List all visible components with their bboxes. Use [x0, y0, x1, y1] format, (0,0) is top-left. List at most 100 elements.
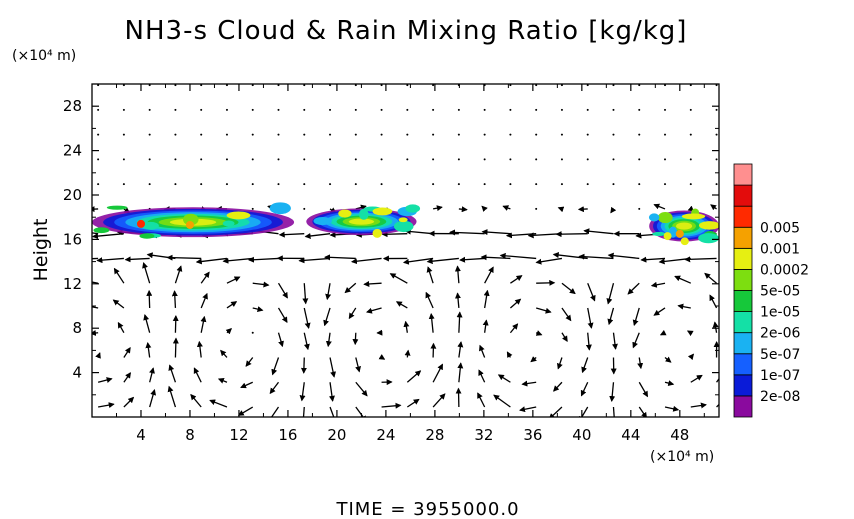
wind-vector	[146, 289, 153, 308]
wind-vector	[638, 133, 641, 136]
wind-vector	[352, 332, 359, 346]
wind-vector	[690, 402, 707, 409]
x-tick-label: 28	[425, 426, 444, 444]
cloud-patch	[393, 220, 414, 233]
colorbar-label: 0.001	[760, 241, 800, 257]
wind-vector	[610, 206, 617, 214]
wind-vector	[354, 183, 357, 186]
wind-vector	[174, 108, 177, 111]
colorbar-label: 5e-05	[760, 284, 800, 300]
wind-vector	[509, 183, 512, 186]
cloud-patch	[222, 220, 235, 227]
wind-vector	[404, 349, 411, 358]
cloud-patch	[139, 233, 155, 239]
colorbar-swatch	[733, 163, 753, 186]
wind-vector	[225, 328, 232, 335]
wind-vector	[354, 133, 357, 136]
wind-vector	[560, 108, 563, 111]
wind-vector	[117, 321, 125, 334]
cloud-peak	[675, 229, 684, 238]
wind-vector	[190, 393, 202, 408]
y-tick-label: 28	[63, 97, 82, 115]
wind-vector	[299, 382, 306, 402]
wind-vector	[278, 231, 305, 238]
wind-vector	[535, 257, 563, 265]
wind-vector	[329, 357, 337, 378]
chart-title: NH3-s Cloud & Rain Mixing Ratio [kg/kg]	[125, 16, 688, 46]
y-axis-label: Height	[30, 219, 52, 282]
wind-vector	[148, 133, 151, 136]
wind-vector	[329, 406, 335, 417]
wind-vector	[226, 276, 241, 284]
cloud-patch	[652, 231, 666, 236]
wind-vector	[112, 299, 125, 309]
wind-vector	[432, 205, 443, 212]
wind-vector	[428, 312, 435, 333]
wind-vector	[587, 307, 594, 329]
wind-vector	[123, 347, 131, 358]
wind-vector	[581, 357, 589, 374]
wind-vector	[510, 275, 523, 284]
wind-vector	[200, 271, 210, 284]
wind-vector	[586, 183, 589, 186]
wind-vector	[302, 406, 305, 417]
wind-vector	[664, 356, 672, 363]
wind-vector	[171, 290, 178, 308]
wind-vector	[122, 158, 125, 161]
y-tick-label: 24	[63, 142, 82, 160]
colorbar-swatch	[733, 311, 753, 334]
wind-vector	[406, 370, 422, 383]
colorbar-swatch	[733, 226, 753, 249]
time-label: TIME = 3955000.0	[335, 499, 519, 519]
wind-vector	[354, 158, 357, 161]
x-tick-label: 4	[136, 426, 146, 444]
wind-vector	[674, 275, 692, 284]
wind-vector	[363, 280, 382, 287]
wind-vector	[251, 133, 254, 136]
wind-vector	[664, 158, 667, 161]
wind-vector	[557, 206, 565, 213]
wind-vector	[225, 108, 228, 111]
wind-vector	[483, 158, 486, 161]
wind-vector	[329, 133, 332, 136]
wind-vector	[478, 369, 486, 383]
wind-vector	[716, 403, 719, 408]
colorbar-label: 1e-05	[760, 305, 800, 321]
cloud-peak	[663, 232, 672, 241]
wind-vector	[366, 307, 382, 314]
wind-vector	[269, 381, 280, 395]
wind-vector	[389, 273, 408, 284]
wind-vector	[174, 265, 183, 284]
wind-vector	[493, 394, 511, 408]
cloud-patch	[358, 208, 369, 220]
wind-vector	[220, 349, 228, 358]
x-unit-label: (×10⁴ m)	[650, 449, 714, 465]
wind-vector	[689, 108, 692, 111]
wind-vector	[252, 281, 270, 288]
wind-vector	[97, 133, 100, 136]
colorbar-swatch	[733, 184, 753, 207]
x-tick-label: 20	[327, 426, 346, 444]
wind-vector	[535, 133, 538, 136]
cloud-patch	[372, 207, 393, 216]
wind-vector	[715, 133, 718, 136]
wind-vector	[325, 283, 332, 301]
wind-vector	[483, 133, 486, 136]
wind-vector	[426, 266, 434, 284]
wind-vector	[174, 158, 177, 161]
wind-vector	[252, 306, 264, 313]
wind-vector	[226, 301, 238, 309]
wind-vector	[251, 207, 254, 210]
wind-vector	[612, 133, 615, 136]
wind-vector	[638, 381, 649, 398]
y-tick-label: 20	[63, 186, 82, 204]
wind-vector	[535, 330, 543, 336]
cloud-patch	[405, 204, 421, 213]
wind-vector	[530, 356, 537, 363]
wind-vector	[535, 307, 552, 314]
wind-vector	[710, 204, 717, 211]
colorbar-label: 2e-08	[760, 389, 800, 405]
x-tick-label: 44	[621, 426, 640, 444]
colorbar-label: 5e-07	[760, 347, 800, 363]
